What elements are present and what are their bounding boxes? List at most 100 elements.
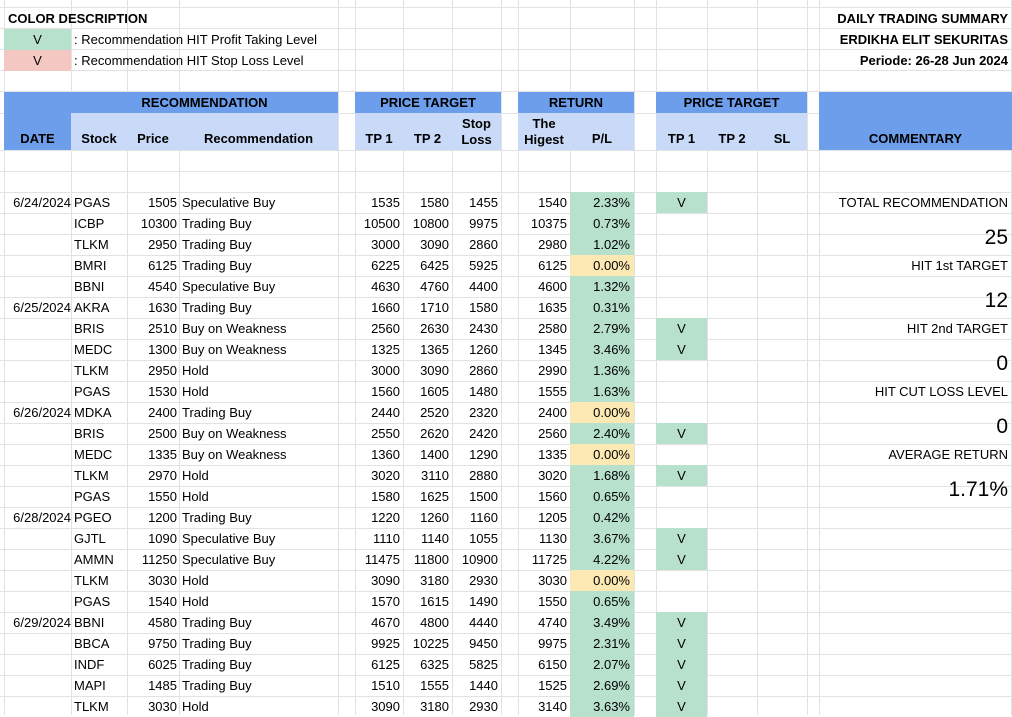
grid-row-line [0, 91, 1012, 92]
recommendation-cell: Trading Buy [182, 510, 252, 525]
hit-sl-cell [757, 423, 807, 444]
date-cell [4, 675, 71, 696]
hit-tp2-cell [707, 192, 757, 213]
hit-tp1-cell: V [656, 549, 707, 570]
pl-cell: 2.31% [570, 633, 634, 654]
stop-loss-cell: 1580 [469, 300, 498, 315]
grid-row-line [0, 318, 1012, 319]
stock-cell: GJTL [74, 531, 106, 546]
price-cell: 1090 [148, 531, 177, 546]
stock-cell: PGAS [74, 594, 111, 609]
stock-cell: AKRA [74, 300, 110, 315]
hit-tp2-cell [707, 633, 757, 654]
date-cell [4, 591, 71, 612]
hit-tp2-cell [707, 696, 757, 717]
hit-sl-cell [757, 612, 807, 633]
highest-cell: 1550 [538, 594, 567, 609]
grid-col-line [403, 0, 404, 715]
tp2-cell: 4760 [420, 279, 449, 294]
pl-cell: 0.00% [570, 402, 634, 423]
hit-tp2-cell [707, 297, 757, 318]
hit-tp2-cell [707, 465, 757, 486]
price-cell: 2970 [148, 468, 177, 483]
pl-cell: 1.36% [570, 360, 634, 381]
hit-tp2-cell [707, 360, 757, 381]
stock-cell: TLKM [74, 699, 109, 714]
grid-row-line [0, 423, 1012, 424]
tp1-cell: 9925 [371, 636, 400, 651]
price-cell: 4540 [148, 279, 177, 294]
highest-cell: 6125 [538, 258, 567, 273]
hit-tp2-cell [707, 339, 757, 360]
price-cell: 3030 [148, 573, 177, 588]
grid-row-line [0, 591, 1012, 592]
hit-tp2-cell [707, 675, 757, 696]
date-cell [4, 255, 71, 276]
stock-cell: ICBP [74, 216, 105, 231]
tp1-cell: 1570 [371, 594, 400, 609]
hit-tp2-cell [707, 234, 757, 255]
recommendation-cell: Trading Buy [182, 216, 252, 231]
date-cell [4, 360, 71, 381]
tp2-cell: 6325 [420, 657, 449, 672]
price-cell: 1630 [148, 300, 177, 315]
grid-row-line [0, 297, 1012, 298]
date-cell: 6/26/2024 [13, 405, 71, 420]
grid-col-line [757, 0, 758, 715]
hit-tp1-cell [656, 381, 707, 402]
highest-cell: 9975 [538, 636, 567, 651]
tp1-cell: 3000 [371, 237, 400, 252]
header-stop-loss-line2: Loss [461, 132, 492, 147]
price-cell: 6125 [148, 258, 177, 273]
tp1-cell: 2550 [371, 426, 400, 441]
header-return: RETURN [518, 92, 634, 113]
header-stock: Stock [71, 113, 127, 150]
stock-cell: TLKM [74, 468, 109, 483]
hit-sl-cell [757, 444, 807, 465]
grid-row-line [0, 654, 1012, 655]
grid-row-line [0, 150, 1012, 151]
summary-title: DAILY TRADING SUMMARY [837, 11, 1008, 26]
recommendation-cell: Hold [182, 699, 209, 714]
pl-cell: 2.69% [570, 675, 634, 696]
stop-loss-cell: 2420 [469, 426, 498, 441]
grid-col-line [127, 0, 128, 715]
legend-stop-swatch: V [4, 50, 71, 71]
recommendation-cell: Speculative Buy [182, 279, 276, 294]
stock-cell: TLKM [74, 237, 109, 252]
recommendation-cell: Trading Buy [182, 615, 252, 630]
grid-row-line [0, 633, 1012, 634]
hit-sl-cell [757, 381, 807, 402]
stop-loss-cell: 2930 [469, 573, 498, 588]
tp2-cell: 3180 [420, 699, 449, 714]
pl-cell: 0.00% [570, 444, 634, 465]
tp2-cell: 1625 [420, 489, 449, 504]
recommendation-cell: Trading Buy [182, 636, 252, 651]
pl-cell: 2.40% [570, 423, 634, 444]
total-recommendation-value: 25 [984, 226, 1008, 249]
grid-row-line [0, 465, 1012, 466]
price-cell: 2400 [148, 405, 177, 420]
hit-sl-cell [757, 213, 807, 234]
hit-sl-cell [757, 486, 807, 507]
stop-loss-cell: 1290 [469, 447, 498, 462]
tp2-cell: 1615 [420, 594, 449, 609]
pl-cell: 0.65% [570, 486, 634, 507]
tp2-cell: 2620 [420, 426, 449, 441]
stop-loss-cell: 4400 [469, 279, 498, 294]
recommendation-cell: Hold [182, 573, 209, 588]
stock-cell: BBNI [74, 615, 105, 630]
date-cell [4, 318, 71, 339]
hit-tp1-cell: V [656, 339, 707, 360]
grid-row-line [0, 570, 1012, 571]
stop-loss-cell: 9450 [469, 636, 498, 651]
highest-cell: 2980 [538, 237, 567, 252]
hit-sl-cell [757, 234, 807, 255]
price-cell: 1300 [148, 342, 177, 357]
highest-cell: 4600 [538, 279, 567, 294]
pl-cell: 1.02% [570, 234, 634, 255]
highest-cell: 2580 [538, 321, 567, 336]
pl-cell: 0.00% [570, 570, 634, 591]
hit-cut-loss-label: HIT CUT LOSS LEVEL [874, 384, 1008, 399]
tp1-cell: 1560 [371, 384, 400, 399]
